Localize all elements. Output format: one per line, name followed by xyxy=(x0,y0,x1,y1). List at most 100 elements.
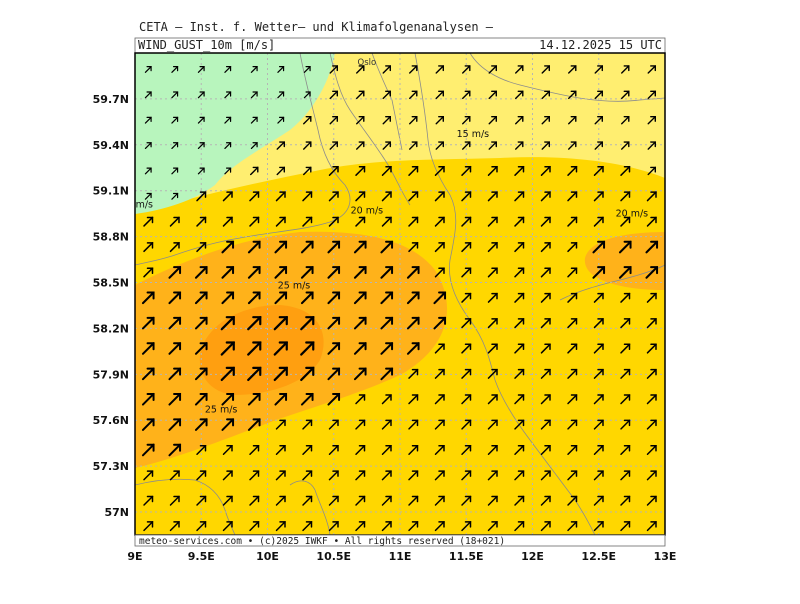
wind-arrow xyxy=(224,91,232,99)
longitude-tick-label: 11.5E xyxy=(449,550,484,563)
wind-arrow xyxy=(381,216,392,227)
wind-arrow xyxy=(169,495,180,506)
wind-arrow xyxy=(144,116,152,124)
gust-band-above-30 xyxy=(199,305,324,395)
wind-arrow xyxy=(514,495,525,506)
wind-arrow xyxy=(247,266,261,279)
longitude-tick-label: 9.5E xyxy=(188,550,215,563)
wind-arrow xyxy=(568,141,577,150)
wind-arrow xyxy=(274,291,288,305)
wind-arrow xyxy=(144,91,152,99)
wind-arrow xyxy=(329,65,338,74)
wind-arrow xyxy=(327,266,341,279)
wind-arrow xyxy=(221,240,235,254)
wind-arrow xyxy=(435,115,444,125)
wind-arrow xyxy=(168,342,182,355)
wind-arrow xyxy=(461,394,472,405)
wind-arrow xyxy=(540,242,551,253)
wind-arrow xyxy=(592,240,606,254)
wind-arrow xyxy=(249,216,260,227)
wind-arrow xyxy=(329,141,338,150)
wind-arrow xyxy=(247,392,261,406)
wind-arrow xyxy=(540,191,551,202)
wind-arrow xyxy=(567,165,578,176)
place-label: Oslo xyxy=(358,58,377,68)
wind-arrow xyxy=(247,240,261,254)
wind-arrow xyxy=(647,115,656,125)
longitude-tick-label: 11E xyxy=(389,550,412,563)
wind-arrow xyxy=(540,165,551,176)
wind-arrow xyxy=(302,191,313,202)
wind-arrow xyxy=(487,165,498,176)
wind-arrow xyxy=(380,240,394,254)
longitude-tick-labels: 9E 9.5E 10E 10.5E 11E 11.5E 12E 12.5E 13E xyxy=(127,550,676,563)
wind-arrow xyxy=(381,495,392,506)
contour-label: 20 m/s xyxy=(616,209,649,220)
wind-arrow xyxy=(224,167,232,175)
wind-arrow xyxy=(382,141,391,150)
wind-arrow xyxy=(408,419,419,430)
wind-arrow xyxy=(567,267,578,278)
wind-arrow xyxy=(593,445,604,456)
wind-arrow xyxy=(141,316,155,330)
latitude-tick-label: 57N xyxy=(104,506,129,519)
wind-arrow xyxy=(143,242,154,253)
wind-arrow xyxy=(514,368,525,379)
wind-arrow xyxy=(540,368,551,379)
wind-arrow xyxy=(461,343,472,354)
wind-arrow xyxy=(435,65,444,74)
wind-arrow xyxy=(196,216,207,227)
wind-arrow xyxy=(222,521,233,532)
place-labels: Oslo xyxy=(358,58,377,68)
wind-arrow xyxy=(514,343,525,354)
wind-arrow xyxy=(303,115,312,125)
wind-arrow xyxy=(434,445,445,456)
wind-arrow xyxy=(196,495,207,506)
wind-arrow xyxy=(567,495,578,506)
wind-arrow xyxy=(194,316,208,330)
wind-arrow xyxy=(144,192,152,200)
wind-arrow xyxy=(540,495,551,506)
wind-arrow xyxy=(408,242,419,253)
wind-arrow xyxy=(303,141,312,150)
wind-arrow xyxy=(487,445,498,456)
wind-arrow xyxy=(620,521,631,532)
wind-arrow xyxy=(196,191,207,202)
wind-arrow xyxy=(540,216,551,227)
wind-arrow xyxy=(222,470,233,481)
contour-label: 20 m/s xyxy=(351,206,384,217)
wind-arrow xyxy=(143,216,154,227)
wind-arrow xyxy=(487,470,498,481)
wind-arrow xyxy=(300,366,315,382)
wind-arrow xyxy=(594,141,603,150)
wind-arrow xyxy=(487,394,498,405)
wind-arrow xyxy=(221,392,235,406)
wind-arrow xyxy=(380,266,394,279)
wind-arrow xyxy=(327,291,341,305)
wind-arrow xyxy=(355,216,366,227)
wind-arrow xyxy=(645,266,659,279)
wind-arrow xyxy=(353,266,367,279)
wind-arrow xyxy=(646,343,657,354)
wind-arrow xyxy=(647,90,656,100)
institution-title: CETA — Inst. f. Wetter— und Klimafolgena… xyxy=(139,20,494,34)
wind-arrow xyxy=(250,66,258,73)
wind-arrow xyxy=(276,166,285,176)
wind-arrow xyxy=(277,116,285,124)
wind-arrow xyxy=(171,116,179,124)
wind-arrow xyxy=(380,367,394,381)
wind-arrow xyxy=(620,165,631,176)
wind-arrow xyxy=(514,318,525,329)
wind-arrow xyxy=(514,242,525,253)
wind-arrow xyxy=(356,141,365,150)
wind-arrow xyxy=(250,142,258,150)
wind-arrow xyxy=(353,240,367,254)
wind-arrow xyxy=(514,419,525,430)
wind-arrow xyxy=(461,292,472,303)
wind-arrow xyxy=(593,343,604,354)
wind-arrow xyxy=(514,394,525,405)
wind-arrow xyxy=(434,191,445,202)
wind-arrow xyxy=(247,291,261,305)
wind-arrow xyxy=(169,521,180,532)
wind-arrow xyxy=(382,65,391,74)
